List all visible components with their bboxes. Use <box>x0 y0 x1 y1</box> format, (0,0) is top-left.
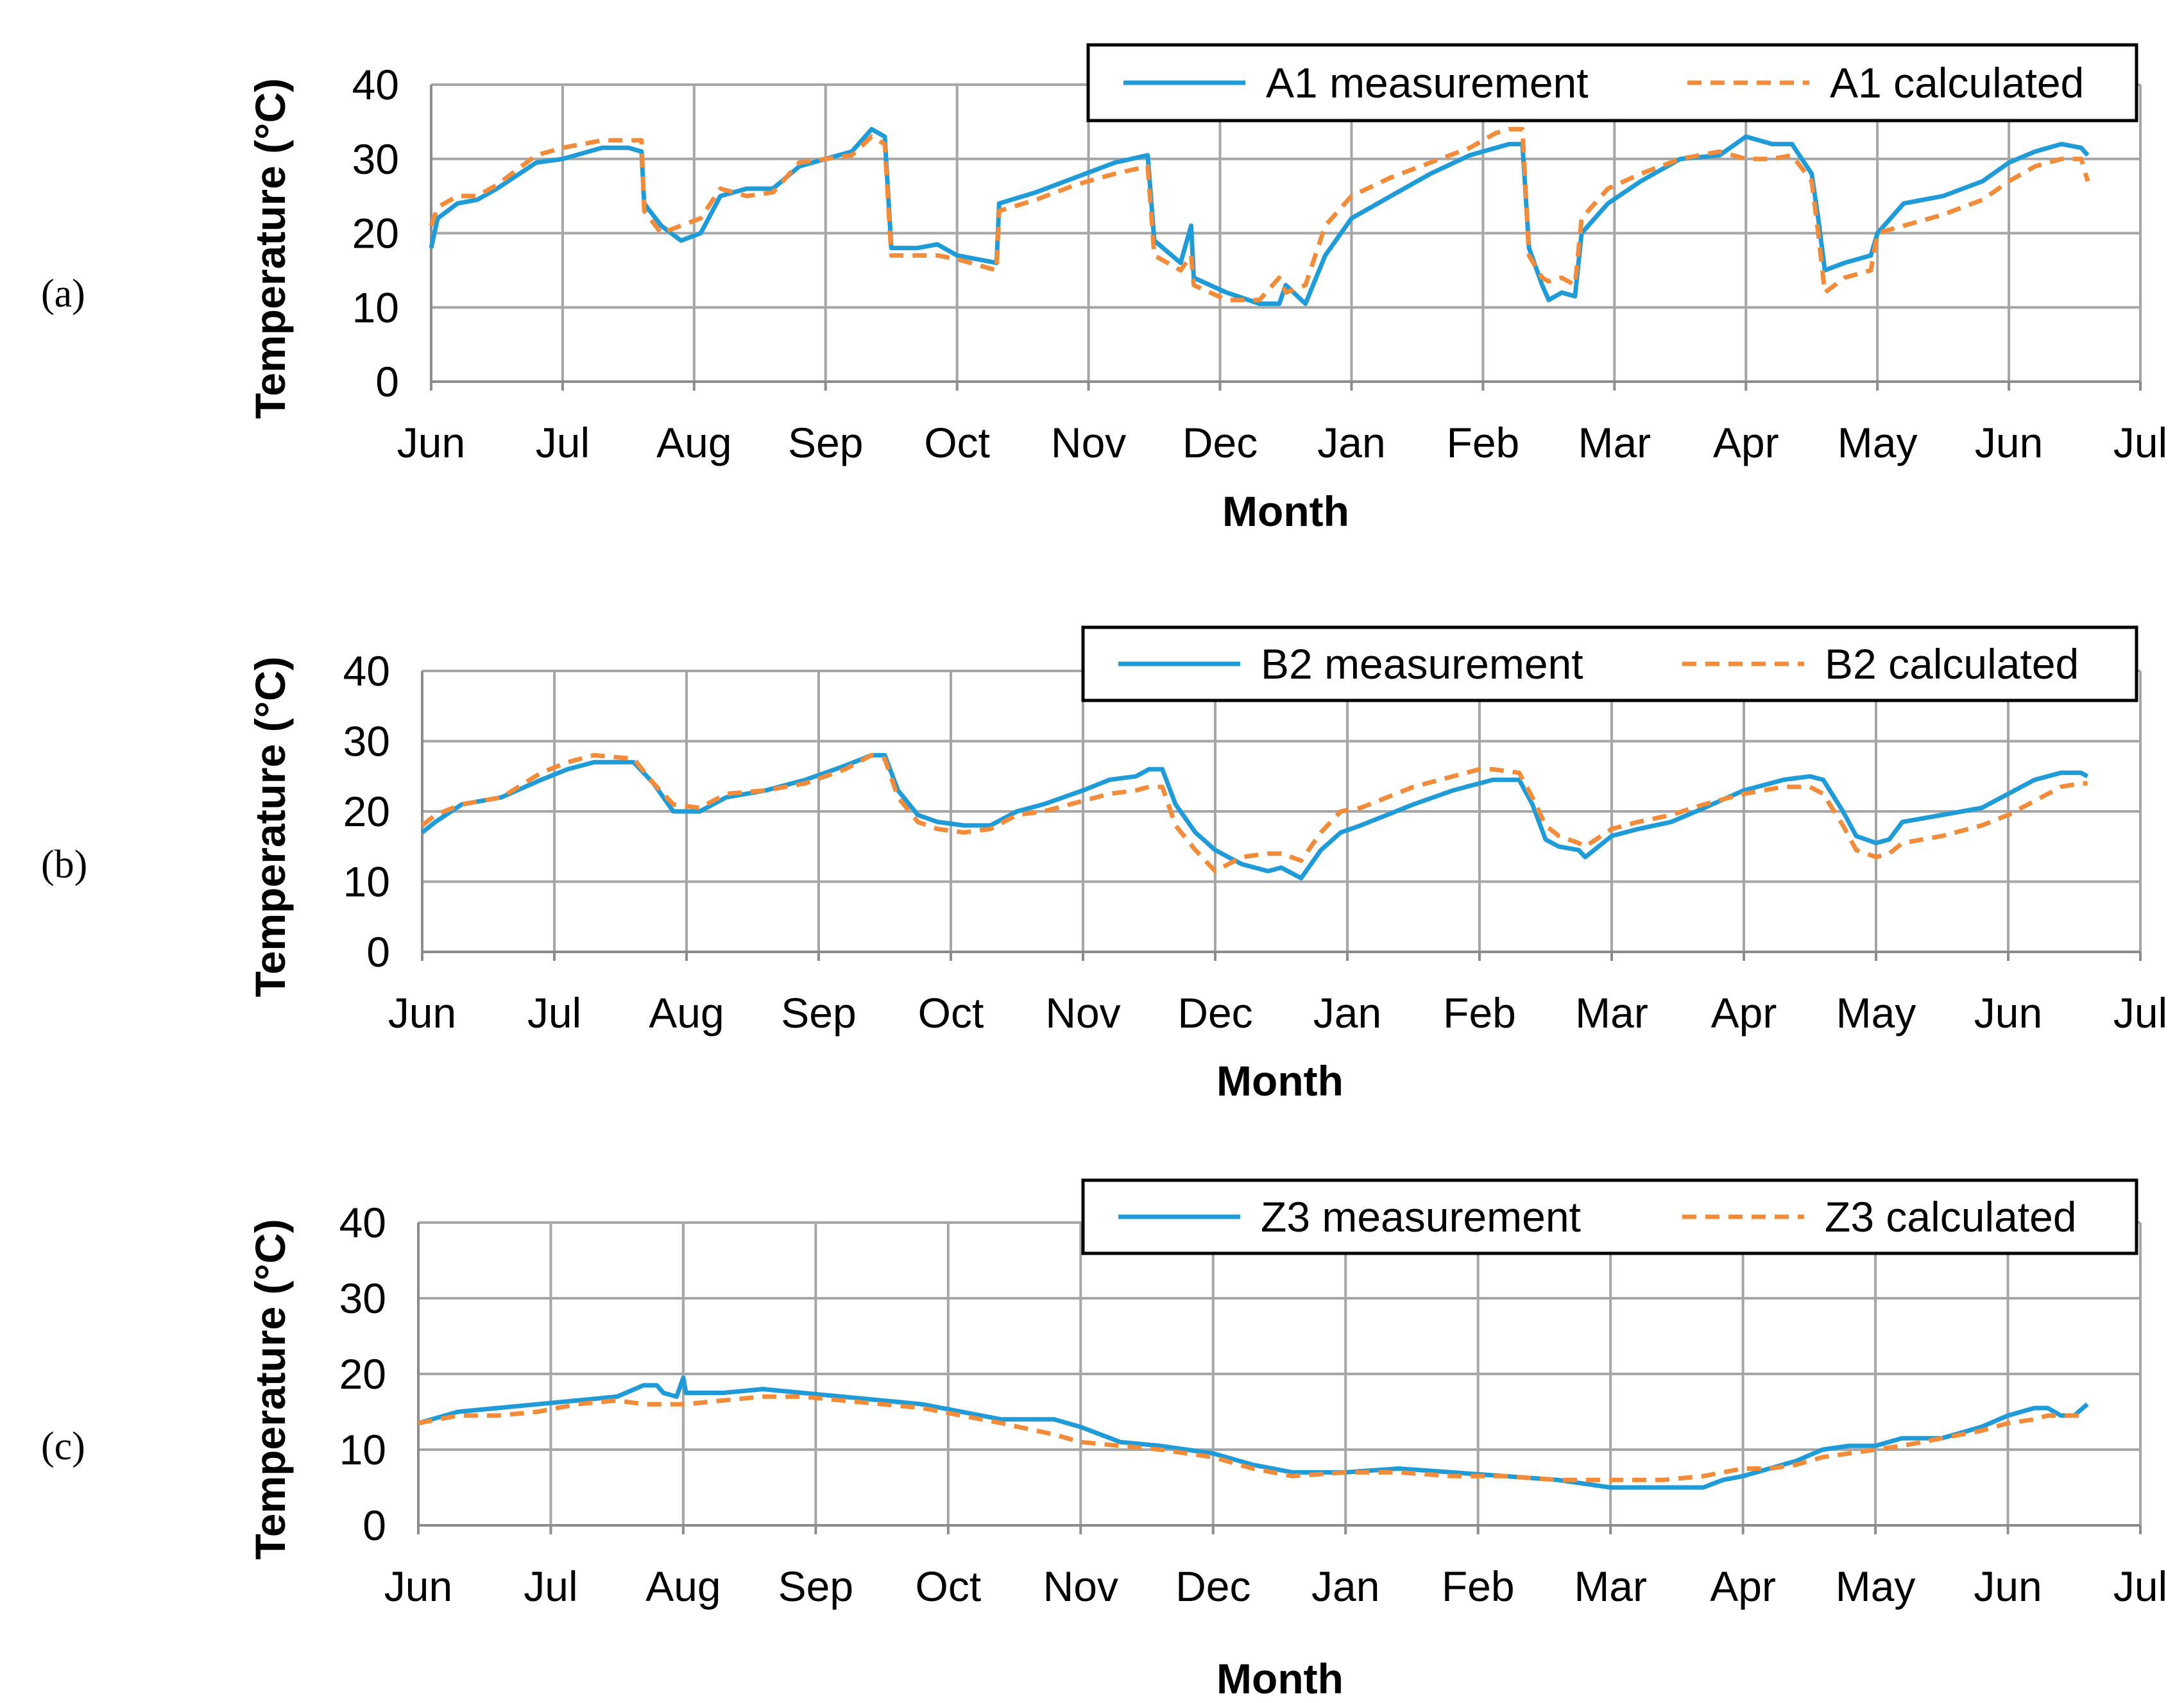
x-tick-label: May <box>1836 989 1916 1037</box>
legend: B2 measurement B2 calculated <box>1081 625 2138 702</box>
chart-panel-1: (a) 0 10 20 30 40 Jun Jul Aug Sep Oct Nov Dec Jan Feb M… <box>41 43 2167 535</box>
y-tick-label: 40 <box>352 61 399 108</box>
x-tick-label: Feb <box>1443 989 1516 1037</box>
y-tick-label: 10 <box>352 284 399 331</box>
x-tick-label: Jul <box>524 1563 577 1610</box>
y-axis-title: Temperature (°C) <box>246 656 294 997</box>
y-tick-label: 0 <box>363 1502 386 1549</box>
chart-panel-2: (b) 0 10 20 30 40 Jun Jul Aug Sep Oct Nov Dec Jan Feb M… <box>41 625 2167 1105</box>
y-tick-label: 20 <box>343 788 390 835</box>
x-tick-label: Nov <box>1051 419 1126 466</box>
x-tick-label: Jul <box>2113 419 2167 466</box>
x-tick-label: Apr <box>1710 1563 1776 1610</box>
x-tick-label: Jan <box>1311 1563 1379 1610</box>
x-axis-title: Month <box>1216 1057 1344 1105</box>
x-tick-label: Jul <box>527 989 581 1037</box>
x-tick-label: Apr <box>1713 419 1779 466</box>
legend-label: A1 calculated <box>1830 59 2084 106</box>
legend: Z3 measurement Z3 calculated <box>1081 1178 2138 1255</box>
y-tick-label: 40 <box>343 647 390 695</box>
series-line-b2-measurement <box>420 752 2089 881</box>
x-tick-label: Mar <box>1578 419 1651 466</box>
series-line-a1-calculated <box>429 126 2090 303</box>
x-axis-title: Month <box>1222 487 1349 535</box>
legend-label: Z3 calculated <box>1825 1193 2077 1241</box>
x-tick-label: Aug <box>645 1563 721 1610</box>
x-tick-label: Oct <box>916 1563 982 1610</box>
x-tick-label: Mar <box>1575 989 1648 1037</box>
legend-label: B2 calculated <box>1825 640 2079 688</box>
y-tick-label: 20 <box>339 1350 386 1398</box>
x-tick-label: Jun <box>388 989 456 1037</box>
legend-label: B2 measurement <box>1261 640 1583 688</box>
legend-box <box>1086 43 2138 123</box>
x-tick-label: Dec <box>1177 989 1252 1037</box>
y-tick-label: 20 <box>352 210 399 257</box>
x-tick-label: May <box>1836 1563 1916 1610</box>
x-tick-label: Jun <box>1974 989 2042 1037</box>
y-axis-title: Temperature (°C) <box>246 78 294 419</box>
x-tick-label: Nov <box>1045 989 1120 1037</box>
y-tick-label: 0 <box>375 358 399 405</box>
x-tick-label: Jan <box>1313 989 1381 1037</box>
x-tick-label: Oct <box>924 419 990 466</box>
x-tick-label: Feb <box>1447 419 1520 466</box>
x-tick-label: Dec <box>1175 1563 1250 1610</box>
y-tick-label: 10 <box>339 1426 386 1473</box>
x-tick-label: Sep <box>781 989 856 1037</box>
series-line-z3-calculated <box>418 1394 2088 1482</box>
chart-panel-3: (c) 0 10 20 30 40 Jun Jul Aug Sep Oct Nov Dec Jan Feb M… <box>41 1178 2167 1702</box>
x-tick-label: May <box>1838 419 1918 466</box>
legend-label: A1 measurement <box>1266 59 1589 106</box>
x-tick-label: Jul <box>2113 1563 2167 1610</box>
x-tick-label: Jan <box>1317 419 1385 466</box>
y-tick-label: 30 <box>339 1275 386 1322</box>
legend: A1 measurement A1 calculated <box>1086 43 2138 123</box>
x-tick-label: Jun <box>397 419 465 466</box>
legend-box <box>1081 625 2138 702</box>
series-line-z3-measurement <box>418 1375 2089 1490</box>
y-tick-label: 40 <box>339 1199 386 1246</box>
x-tick-label: Nov <box>1043 1563 1118 1610</box>
panel-label: (a) <box>41 272 85 316</box>
panel-label: (c) <box>41 1425 85 1468</box>
x-tick-label: Dec <box>1182 419 1258 466</box>
x-tick-label: Apr <box>1711 989 1777 1037</box>
x-tick-label: Jul <box>536 419 590 466</box>
x-tick-label: Jul <box>2113 989 2167 1037</box>
x-tick-label: Jun <box>384 1563 452 1610</box>
legend-label: Z3 measurement <box>1261 1193 1581 1241</box>
y-tick-label: 30 <box>343 718 390 765</box>
series-line-a1-measurement <box>429 126 2090 306</box>
x-tick-label: Sep <box>788 419 863 466</box>
y-tick-label: 10 <box>343 858 390 906</box>
y-tick-label: 0 <box>366 928 390 976</box>
legend-box <box>1081 1178 2138 1255</box>
panel-label: (b) <box>41 843 87 886</box>
x-tick-label: Mar <box>1574 1563 1647 1610</box>
series-line-b2-calculated <box>420 752 2088 874</box>
x-tick-label: Aug <box>649 989 724 1037</box>
x-tick-label: Oct <box>918 989 984 1037</box>
x-tick-label: Sep <box>778 1563 853 1610</box>
x-tick-label: Jun <box>1974 1563 2042 1610</box>
y-tick-label: 30 <box>352 135 399 183</box>
x-tick-label: Aug <box>656 419 731 466</box>
x-tick-label: Jun <box>1975 419 2043 466</box>
x-axis-title: Month <box>1216 1655 1344 1702</box>
y-axis-title: Temperature (°C) <box>246 1219 294 1559</box>
x-tick-label: Feb <box>1442 1563 1515 1610</box>
